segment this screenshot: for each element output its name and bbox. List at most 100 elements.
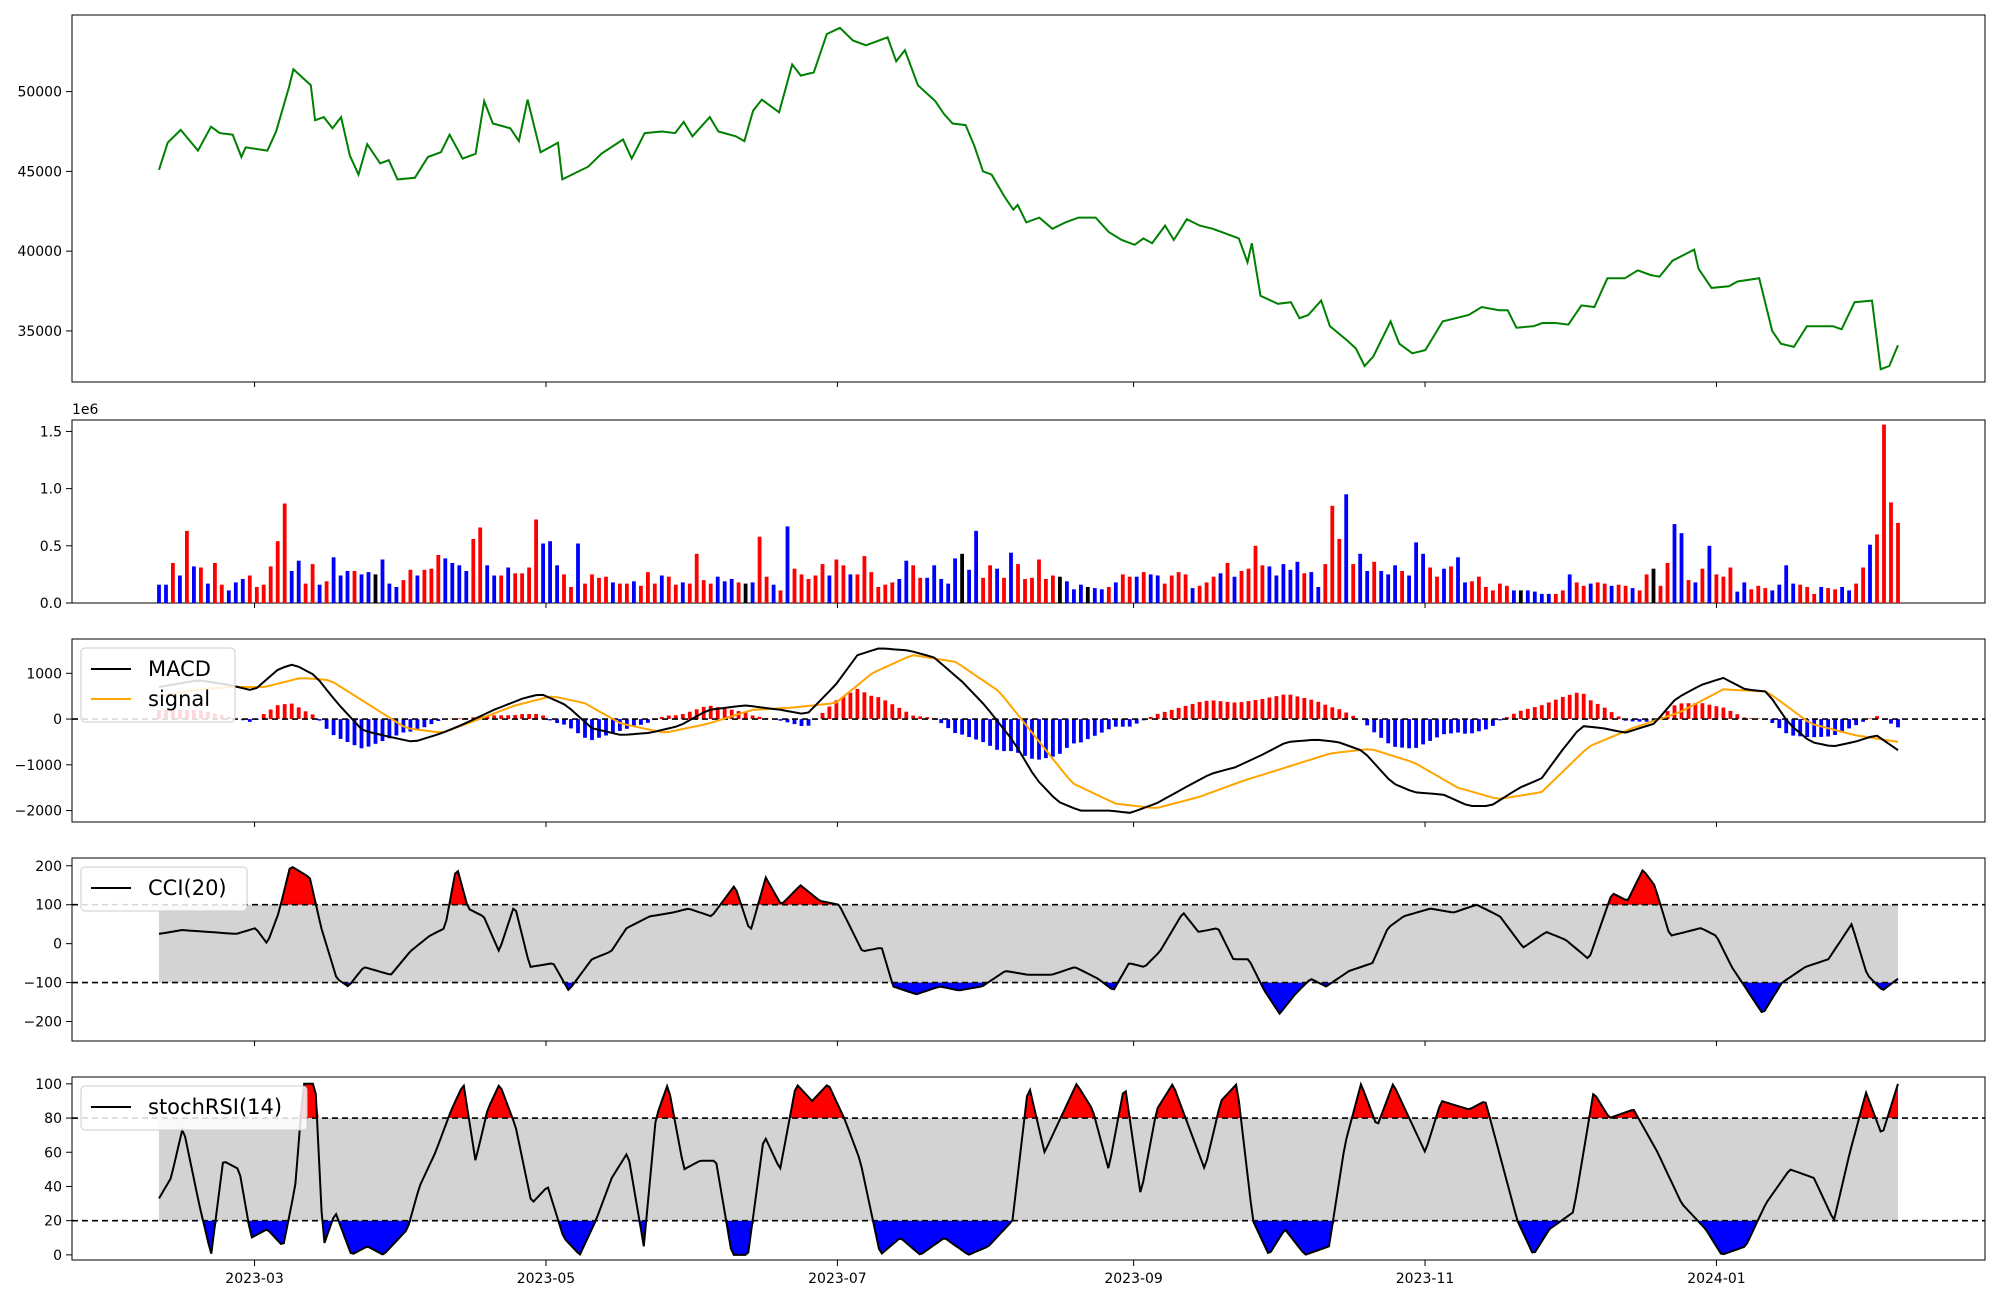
legend-label-macd: MACD xyxy=(148,657,211,681)
volume-bar xyxy=(869,572,873,603)
macd-ytick-label: 0 xyxy=(53,712,62,728)
volume-bar xyxy=(318,585,322,603)
volume-bar xyxy=(730,579,734,603)
volume-bar xyxy=(932,565,936,603)
volume-bar xyxy=(1673,524,1677,603)
volume-bar xyxy=(1456,557,1460,603)
volume-bar xyxy=(618,584,622,603)
volume-bar xyxy=(1610,586,1614,603)
volume-bar xyxy=(1212,577,1216,603)
macd-histogram-bar xyxy=(269,710,273,720)
volume-bar xyxy=(1233,577,1237,603)
macd-histogram-bar xyxy=(1673,705,1677,719)
macd-histogram-bar xyxy=(1540,705,1544,719)
volume-bar xyxy=(360,574,364,603)
volume-bar xyxy=(1645,574,1649,603)
stochrsi-ytick-label: 100 xyxy=(35,1077,62,1093)
volume-bar xyxy=(178,576,182,604)
macd-histogram-bar xyxy=(1575,693,1579,719)
volume-bar xyxy=(897,579,901,603)
macd-histogram-bar xyxy=(1568,695,1572,719)
macd-panel-frame xyxy=(72,639,1985,822)
volume-bar xyxy=(744,584,748,603)
volume-bar xyxy=(1072,589,1076,603)
volume-bar xyxy=(1749,589,1753,603)
volume-bar xyxy=(520,573,524,603)
macd-histogram-bar xyxy=(590,719,594,740)
volume-bar xyxy=(1624,586,1628,603)
volume-bar xyxy=(381,560,385,604)
macd-histogram-bar xyxy=(1554,700,1558,719)
volume-bar xyxy=(1526,590,1530,603)
volume-bar xyxy=(1442,569,1446,603)
volume-bar xyxy=(1882,425,1886,603)
macd-histogram-bar xyxy=(758,717,762,719)
volume-bar xyxy=(262,585,266,603)
volume-bar xyxy=(925,578,929,603)
volume-bar xyxy=(1742,582,1746,603)
volume-bar xyxy=(988,565,992,603)
macd-histogram-bar xyxy=(346,719,350,742)
volume-bar xyxy=(1268,566,1272,603)
legend-label-cci-20-: CCI(20) xyxy=(148,876,227,900)
macd-histogram-bar xyxy=(890,704,894,719)
macd-histogram-bar xyxy=(1128,719,1132,727)
macd-histogram-bar xyxy=(842,697,846,720)
volume-bar xyxy=(395,587,399,603)
macd-histogram-bar xyxy=(1275,696,1279,719)
macd-histogram-bar xyxy=(360,719,364,748)
macd-histogram-bar xyxy=(1715,706,1719,719)
volume-bar xyxy=(1051,576,1055,604)
volume-bar xyxy=(849,574,853,603)
macd-histogram-bar xyxy=(1212,701,1216,720)
macd-histogram-bar xyxy=(1344,713,1348,720)
macd-histogram-bar xyxy=(1254,700,1258,719)
volume-bar xyxy=(1177,572,1181,603)
volume-bar xyxy=(1540,594,1544,603)
macd-histogram-bar xyxy=(1498,719,1502,720)
stochrsi-ytick-label: 0 xyxy=(53,1248,62,1264)
volume-bar xyxy=(1386,574,1390,603)
volume-bar xyxy=(835,560,839,604)
macd-histogram-bar xyxy=(869,696,873,719)
macd-histogram-bar xyxy=(1896,719,1900,727)
volume-bar xyxy=(1812,594,1816,603)
macd-histogram-bar xyxy=(1219,701,1223,719)
volume-bar xyxy=(290,571,294,603)
volume-bar xyxy=(206,584,210,603)
macd-histogram-bar xyxy=(1470,719,1474,733)
volume-bar xyxy=(1009,553,1013,603)
volume-bar xyxy=(779,590,783,603)
volume-bar xyxy=(883,585,887,603)
volume-bar xyxy=(639,586,643,603)
macd-histogram-bar xyxy=(1114,719,1118,727)
macd-histogram-bar xyxy=(276,705,280,719)
volume-bar xyxy=(1365,571,1369,603)
volume-bar xyxy=(1889,502,1893,603)
volume-bar xyxy=(1379,571,1383,603)
volume-bar xyxy=(800,574,804,603)
volume-bar xyxy=(506,568,510,604)
macd-histogram-bar xyxy=(1372,719,1376,732)
volume-bar xyxy=(597,578,601,603)
macd-histogram-bar xyxy=(1198,702,1202,719)
volume-bar xyxy=(199,568,203,604)
price-ytick-label: 45000 xyxy=(17,164,62,180)
macd-histogram-bar xyxy=(1191,704,1195,719)
stochrsi-ytick-label: 60 xyxy=(44,1145,62,1161)
macd-histogram-bar xyxy=(1456,719,1460,732)
volume-bar xyxy=(1261,565,1265,603)
volume-bar xyxy=(1002,578,1006,603)
volume-bar xyxy=(1463,582,1467,603)
volume-bar xyxy=(1722,577,1726,603)
volume-bar xyxy=(1638,590,1642,603)
volume-bar xyxy=(1798,585,1802,603)
volume-bar xyxy=(1875,534,1879,603)
volume-bar xyxy=(576,544,580,604)
volume-bar xyxy=(388,584,392,603)
volume-bar xyxy=(1372,562,1376,603)
volume-bar xyxy=(939,579,943,603)
volume-bar xyxy=(1016,564,1020,603)
volume-bar xyxy=(960,554,964,603)
